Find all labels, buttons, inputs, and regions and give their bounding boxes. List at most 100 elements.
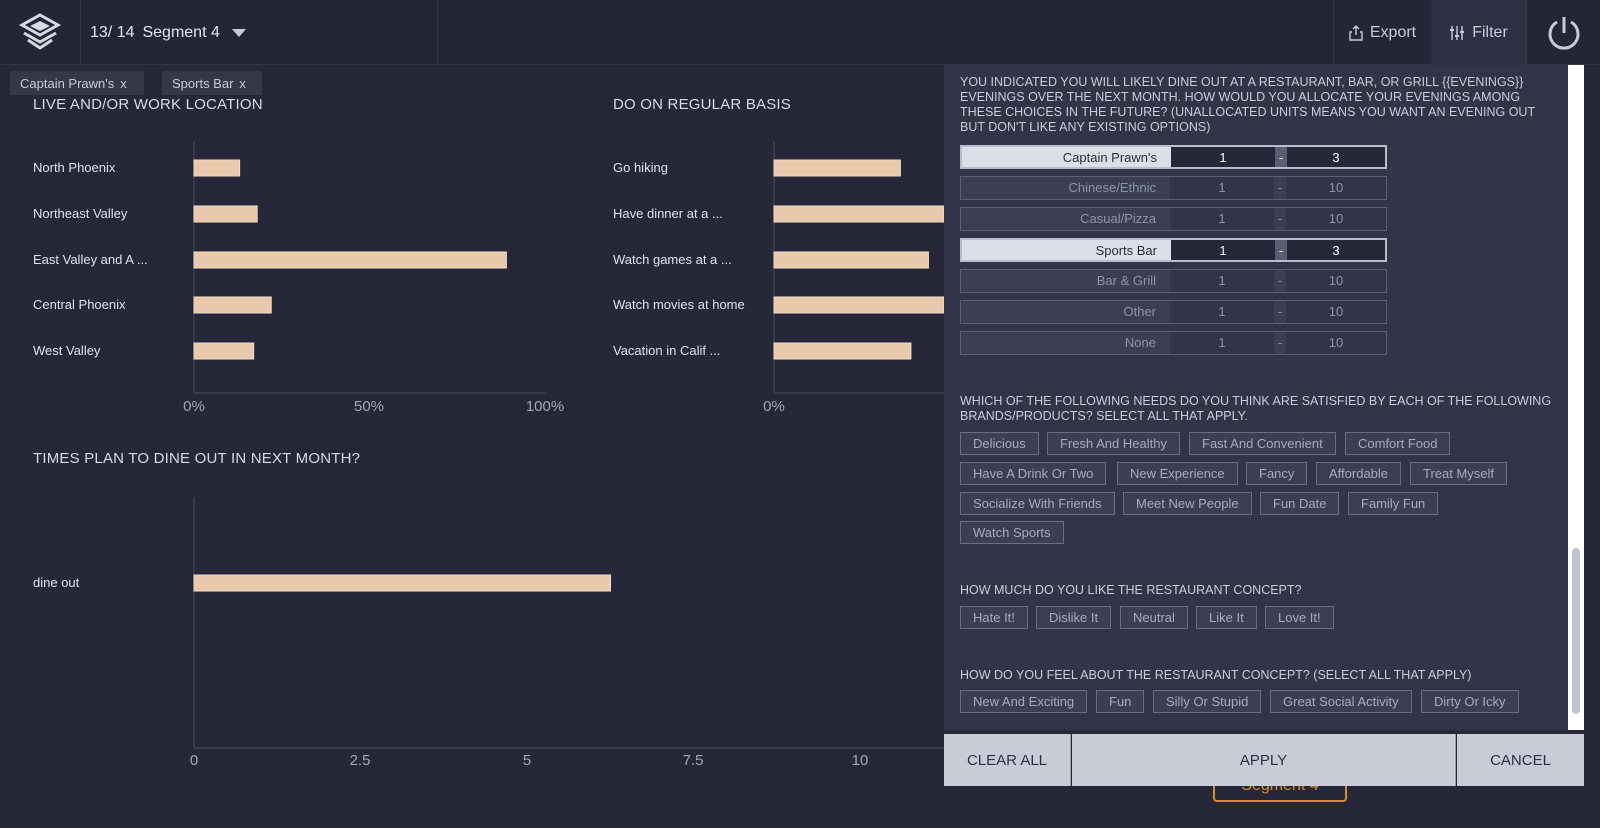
alloc-min-input[interactable]: 1: [1170, 301, 1274, 323]
alloc-min-input[interactable]: 1: [1170, 332, 1274, 354]
export-button[interactable]: Export: [1333, 0, 1431, 65]
tick-label: 10: [851, 752, 869, 769]
filter-button[interactable]: Filter: [1431, 0, 1526, 65]
tick-label: 0%: [183, 398, 205, 415]
clear-all-button[interactable]: CLEAR ALL: [944, 734, 1071, 786]
alloc-separator: -: [1275, 240, 1287, 260]
alloc-row[interactable]: Chinese/Ethnic 1-10: [960, 176, 1387, 200]
category-label: Northeast Valley: [33, 206, 128, 221]
alloc-max-input[interactable]: 10: [1286, 301, 1386, 323]
panel-scroll-thumb[interactable]: [1572, 548, 1580, 714]
filter-chip-captain-prawns[interactable]: Captain Prawn's x: [10, 71, 144, 95]
option-tag[interactable]: Neutral: [1120, 606, 1188, 629]
option-tag[interactable]: Like It: [1196, 606, 1257, 629]
option-tag[interactable]: Treat Myself: [1410, 462, 1508, 485]
alloc-min-input[interactable]: 1: [1170, 208, 1274, 230]
option-tag[interactable]: Fun: [1096, 690, 1145, 713]
category-label: Watch games at a ...: [613, 252, 732, 267]
option-tag[interactable]: Fresh And Healthy: [1047, 432, 1180, 455]
alloc-max-input[interactable]: 3: [1287, 147, 1385, 167]
alloc-brand-label: Chinese/Ethnic: [961, 177, 1170, 199]
power-button[interactable]: [1526, 0, 1600, 65]
alloc-max-input[interactable]: 3: [1287, 240, 1385, 260]
filter-chip-sports-bar[interactable]: Sports Bar x: [162, 71, 262, 95]
alloc-separator: -: [1274, 301, 1286, 323]
option-tag[interactable]: Love It!: [1265, 606, 1334, 629]
option-tag[interactable]: Comfort Food: [1345, 432, 1451, 455]
category-label: Watch movies at home: [613, 297, 745, 312]
export-label: Export: [1369, 23, 1417, 41]
chart-title-dine: TIMES PLAN TO DINE OUT IN NEXT MONTH?: [33, 450, 361, 467]
alloc-row[interactable]: Sports Bar 1-3: [960, 238, 1387, 262]
alloc-row[interactable]: Casual/Pizza 1-10: [960, 207, 1387, 231]
option-tag[interactable]: Fast And Convenient: [1189, 432, 1336, 455]
alloc-max-input[interactable]: 10: [1286, 332, 1386, 354]
option-tag[interactable]: Fancy: [1246, 462, 1308, 485]
layers-logo-icon: [18, 12, 62, 50]
alloc-min-input[interactable]: 1: [1171, 240, 1275, 260]
like-question: HOW MUCH DO YOU LIKE THE RESTAURANT CONC…: [960, 583, 1302, 597]
bar[interactable]: [773, 342, 912, 360]
category-label: North Phoenix: [33, 160, 116, 175]
option-tag[interactable]: Affordable: [1316, 462, 1402, 485]
option-tag[interactable]: Dirty Or Icky: [1421, 690, 1519, 713]
option-tag[interactable]: New Experience: [1117, 462, 1238, 485]
bar[interactable]: [193, 159, 241, 177]
chip-label: Captain Prawn's: [20, 75, 115, 91]
bar[interactable]: [773, 205, 944, 223]
option-tag[interactable]: Watch Sports: [960, 521, 1064, 544]
option-tag[interactable]: Dislike It: [1036, 606, 1112, 629]
alloc-row[interactable]: None 1-10: [960, 331, 1387, 355]
bar[interactable]: [193, 342, 255, 360]
option-tag[interactable]: Have A Drink Or Two: [960, 462, 1107, 485]
category-label: West Valley: [33, 343, 101, 358]
alloc-max-input[interactable]: 10: [1286, 208, 1386, 230]
alloc-separator: -: [1274, 208, 1286, 230]
alloc-separator: -: [1274, 177, 1286, 199]
option-tag[interactable]: Fun Date: [1260, 492, 1340, 515]
alloc-row[interactable]: Captain Prawn's 1-3: [960, 145, 1387, 169]
power-icon: [1548, 16, 1579, 50]
option-tag[interactable]: Family Fun: [1348, 492, 1439, 515]
alloc-row[interactable]: Bar & Grill 1-10: [960, 269, 1387, 293]
alloc-row[interactable]: Other 1-10: [960, 300, 1387, 324]
option-tag[interactable]: Hate It!: [960, 606, 1028, 629]
bar[interactable]: [773, 159, 901, 177]
segment-selector[interactable]: 13/ 14 Segment 4: [81, 0, 438, 65]
apply-button[interactable]: APPLY: [1072, 734, 1456, 786]
alloc-brand-label: Casual/Pizza: [961, 208, 1170, 230]
sliders-icon: [1450, 25, 1465, 40]
bar[interactable]: [193, 205, 258, 223]
feel-question: HOW DO YOU FEEL ABOUT THE RESTAURANT CON…: [960, 668, 1472, 682]
alloc-min-input[interactable]: 1: [1171, 147, 1275, 167]
option-tag[interactable]: Socialize With Friends: [960, 492, 1115, 515]
bar[interactable]: [193, 296, 272, 314]
tick-label: 0%: [763, 398, 785, 415]
alloc-max-input[interactable]: 10: [1286, 177, 1386, 199]
tick-label: 0: [189, 752, 199, 769]
alloc-min-input[interactable]: 1: [1170, 270, 1274, 292]
option-tag[interactable]: Meet New People: [1123, 492, 1252, 515]
bar[interactable]: [773, 296, 944, 314]
bar[interactable]: [193, 251, 507, 269]
bar[interactable]: [193, 574, 611, 592]
alloc-min-input[interactable]: 1: [1170, 177, 1274, 199]
chip-remove-icon[interactable]: x: [120, 75, 127, 91]
option-tag[interactable]: Silly Or Stupid: [1153, 690, 1262, 713]
app-logo[interactable]: [0, 0, 81, 65]
alloc-brand-label: Sports Bar: [962, 240, 1171, 260]
category-label: Central Phoenix: [33, 297, 126, 312]
category-label: East Valley and A ...: [33, 252, 148, 267]
bar[interactable]: [773, 251, 929, 269]
alloc-brand-label: None: [961, 332, 1170, 354]
chip-remove-icon[interactable]: x: [239, 75, 246, 91]
chip-label: Sports Bar: [172, 75, 234, 91]
category-label: dine out: [33, 575, 80, 590]
option-tag[interactable]: Great Social Activity: [1270, 690, 1412, 713]
option-tag[interactable]: New And Exciting: [960, 690, 1088, 713]
cancel-button[interactable]: CANCEL: [1457, 734, 1584, 786]
category-label: Have dinner at a ...: [613, 206, 723, 221]
alloc-separator: -: [1274, 270, 1286, 292]
option-tag[interactable]: Delicious: [960, 432, 1039, 455]
alloc-max-input[interactable]: 10: [1286, 270, 1386, 292]
